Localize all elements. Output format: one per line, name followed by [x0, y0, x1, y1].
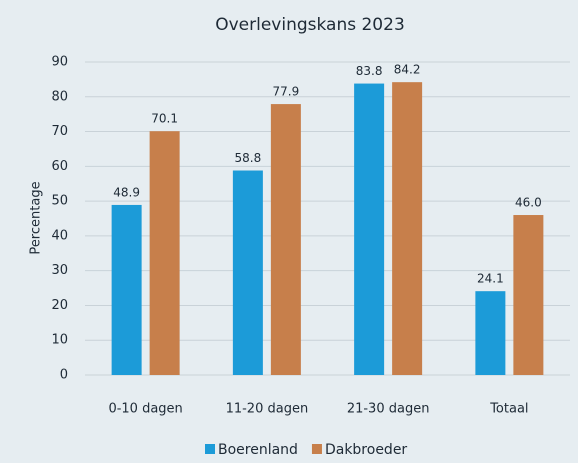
legend-swatch: [311, 444, 322, 454]
y-tick-label: 50: [51, 194, 68, 209]
bar: [232, 170, 263, 375]
bar: [513, 215, 544, 375]
y-tick-label: 70: [51, 124, 68, 139]
value-label: 24.1: [477, 272, 504, 286]
y-tick-label: 10: [51, 333, 68, 348]
y-tick-label: 90: [51, 55, 68, 70]
chart-title: Overlevingskans 2023: [215, 15, 405, 35]
value-label: 83.8: [356, 64, 383, 78]
bar: [354, 83, 385, 375]
y-tick-label: 40: [51, 228, 68, 243]
value-label: 58.8: [235, 151, 262, 165]
value-label: 77.9: [273, 85, 300, 99]
legend-swatch: [205, 444, 215, 454]
y-tick-label: 60: [51, 159, 68, 174]
x-tick-label: 0-10 dagen: [108, 402, 182, 417]
value-label: 48.9: [113, 185, 140, 199]
legend-label: Boerenland: [218, 442, 298, 458]
legend-label: Dakbroeder: [325, 442, 407, 458]
y-tick-label: 20: [51, 298, 68, 313]
bar: [392, 82, 423, 375]
y-axis-label: Percentage: [29, 181, 44, 254]
value-label: 46.0: [515, 196, 542, 210]
y-tick-label: 80: [51, 89, 68, 104]
y-tick-label: 30: [51, 263, 68, 278]
x-tick-label: Totaal: [489, 402, 528, 417]
value-label: 84.2: [394, 63, 421, 77]
x-tick-label: 21-30 dagen: [347, 402, 430, 417]
y-tick-label: 0: [60, 368, 68, 383]
bar: [111, 204, 142, 375]
value-label: 70.1: [151, 112, 178, 126]
bar: [475, 291, 506, 375]
bar: [270, 104, 301, 375]
bar: [149, 131, 180, 375]
x-tick-label: 11-20 dagen: [226, 402, 309, 417]
